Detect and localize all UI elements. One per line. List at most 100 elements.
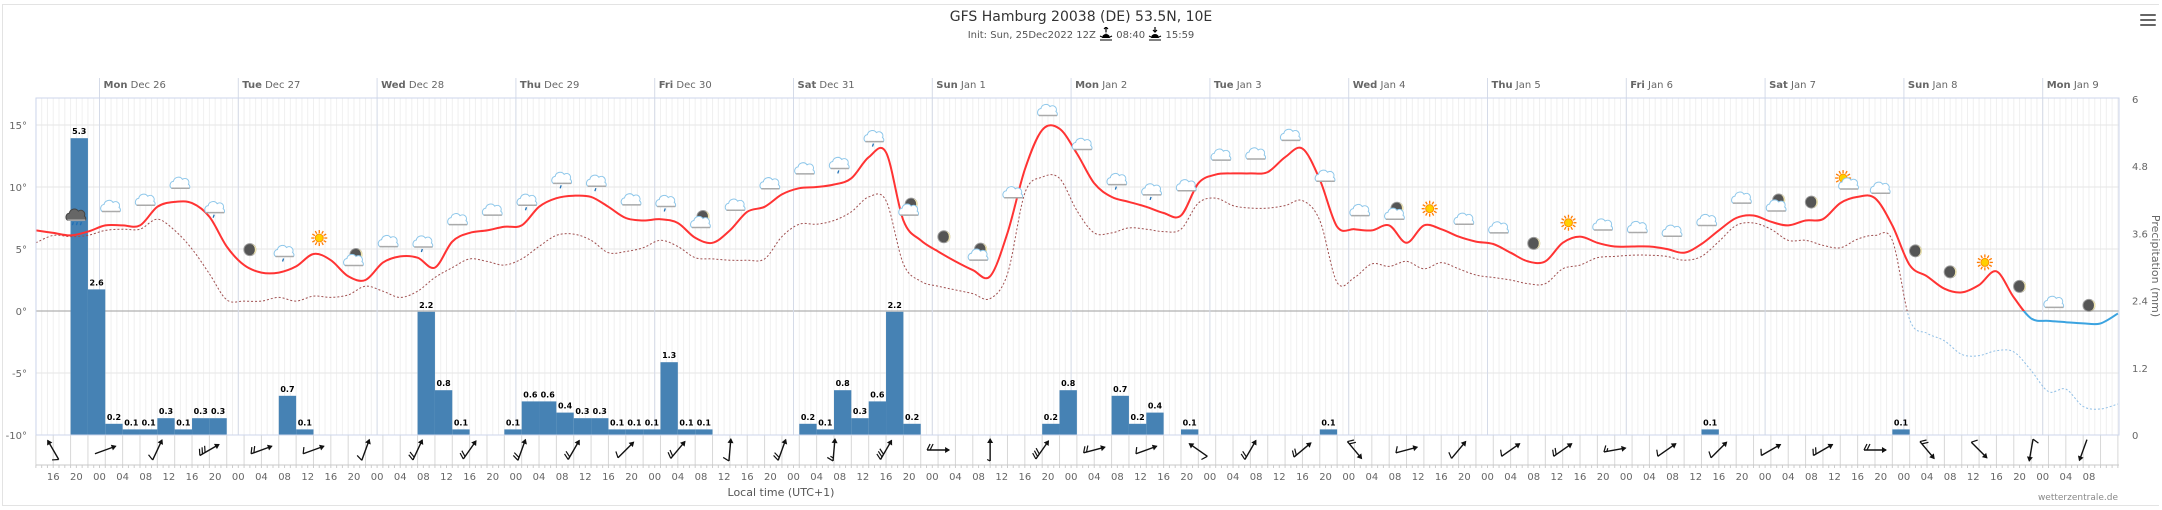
hour-label: 04 <box>1504 472 1517 483</box>
wind-feather <box>356 455 363 461</box>
hour-label: 12 <box>1412 472 1425 483</box>
wind-arrowhead <box>1827 443 1834 450</box>
sunset-time: 15:59 <box>1165 30 1195 41</box>
rain-icon <box>585 174 607 192</box>
precip-bar <box>1128 423 1147 435</box>
wind-barb-icon <box>250 444 273 455</box>
sun-ray <box>1977 257 1981 261</box>
wind-barb-icon <box>356 438 371 461</box>
wind-arrowhead <box>1514 443 1521 449</box>
wind-arrowhead <box>2077 455 2084 462</box>
wind-feather <box>667 452 672 459</box>
precip-bar <box>799 423 817 435</box>
day-name: Thu <box>1492 80 1513 91</box>
precip-bar <box>434 390 453 435</box>
cloud-shape <box>134 193 156 206</box>
moon-crescent <box>2089 299 2096 311</box>
wind-feather <box>1812 448 1815 456</box>
wind-arrowhead <box>628 441 635 448</box>
moon-cloud-icon <box>898 197 920 216</box>
hour-label: 00 <box>1481 472 1494 483</box>
hour-label: 20 <box>209 472 222 483</box>
wind-arrowhead <box>781 438 788 445</box>
wind-feather <box>1033 450 1039 457</box>
cloud-icon <box>1245 147 1267 160</box>
precip-label: 0.2 <box>107 413 121 422</box>
wind-barb-icon <box>1083 445 1106 454</box>
y-right-tick: 3.6 <box>2132 229 2148 240</box>
moon-icon <box>2013 279 2027 293</box>
sun-ray <box>1563 226 1567 230</box>
moon-icon <box>1908 244 1922 258</box>
precip-label: 0.1 <box>645 418 660 427</box>
day-date: Jan 6 <box>1645 80 1673 91</box>
day-date: Jan 1 <box>958 80 986 91</box>
precip-label: 0.1 <box>142 418 157 427</box>
wind-half-feather <box>986 458 991 462</box>
hour-label: 16 <box>324 472 337 483</box>
day-date: Jan 7 <box>1788 80 1816 91</box>
sun-ray <box>1431 201 1435 205</box>
hour-label: 00 <box>1620 472 1633 483</box>
wind-feather <box>1349 441 1357 445</box>
cloud-shape <box>169 176 191 189</box>
hour-label: 00 <box>1898 472 1911 483</box>
precip-bar <box>625 429 644 435</box>
wind-arrowhead <box>266 444 273 451</box>
day-name: Mon <box>2047 80 2071 91</box>
hour-label: 12 <box>1551 472 1564 483</box>
rain-drop <box>524 207 528 211</box>
wind-arrowhead <box>319 444 325 451</box>
wind-feather <box>774 452 780 458</box>
precip-label: 2.2 <box>419 301 433 310</box>
hour-label: 16 <box>463 472 476 483</box>
precip-label: 0.8 <box>1061 379 1076 388</box>
day-date: Jan 4 <box>1377 80 1405 91</box>
wind-barb-icon <box>1500 443 1521 457</box>
hour-label: 20 <box>625 472 638 483</box>
cloud-shape <box>273 244 295 257</box>
day-date: Jan 2 <box>1099 80 1127 91</box>
day-name: Tue <box>1214 80 1234 91</box>
sun-ray <box>1570 226 1574 230</box>
x-axis-title: Local time (UTC+1) <box>728 486 835 499</box>
credit-link[interactable]: wetterzentrale.de <box>2038 493 2119 503</box>
cloud-shape <box>1626 220 1648 234</box>
wind-barb-icon <box>1812 443 1834 457</box>
cloud-shape <box>1696 213 1718 226</box>
day-date: Jan 8 <box>1929 80 1957 91</box>
y-left-tick: 15° <box>9 121 27 132</box>
wind-feather <box>1032 452 1037 460</box>
wind-feather <box>1240 453 1246 460</box>
sun-ray <box>321 230 324 235</box>
wind-barb-icon <box>826 438 838 462</box>
sun-ray <box>323 233 327 237</box>
hour-label: 12 <box>579 472 592 483</box>
wind-barb-icon <box>408 439 424 461</box>
wind-feather <box>877 450 883 458</box>
wind-arrowhead <box>1251 439 1257 446</box>
sun-ray <box>1433 204 1437 207</box>
day-name: Mon <box>1075 80 1099 91</box>
moon-crescent <box>1951 266 1957 278</box>
precip-label: 0.1 <box>454 418 469 427</box>
grid <box>35 78 2119 465</box>
sun-ray <box>314 242 318 246</box>
wind-arrowhead <box>2026 456 2033 462</box>
hour-label: 08 <box>556 472 569 483</box>
cloud-icon <box>1453 212 1475 226</box>
cloud-shape <box>967 248 989 261</box>
precip-label: 0.2 <box>801 413 815 422</box>
wind-feather <box>722 456 730 462</box>
wind-arrowhead <box>1775 443 1782 450</box>
wind-feather <box>1395 446 1398 453</box>
sun-ray <box>1422 210 1426 214</box>
wind-arrowhead <box>1670 443 1677 449</box>
precip-bar <box>174 429 193 435</box>
wind-barb-icon <box>94 444 117 455</box>
axes: Mon Dec 26 Tue Dec 27 Wed Dec 28 Thu Dec 29… <box>6 80 2148 483</box>
day-label: Sat Dec 31 <box>798 80 855 91</box>
hamburger-menu-icon[interactable] <box>2140 14 2156 28</box>
cloud-icon <box>1488 221 1509 234</box>
